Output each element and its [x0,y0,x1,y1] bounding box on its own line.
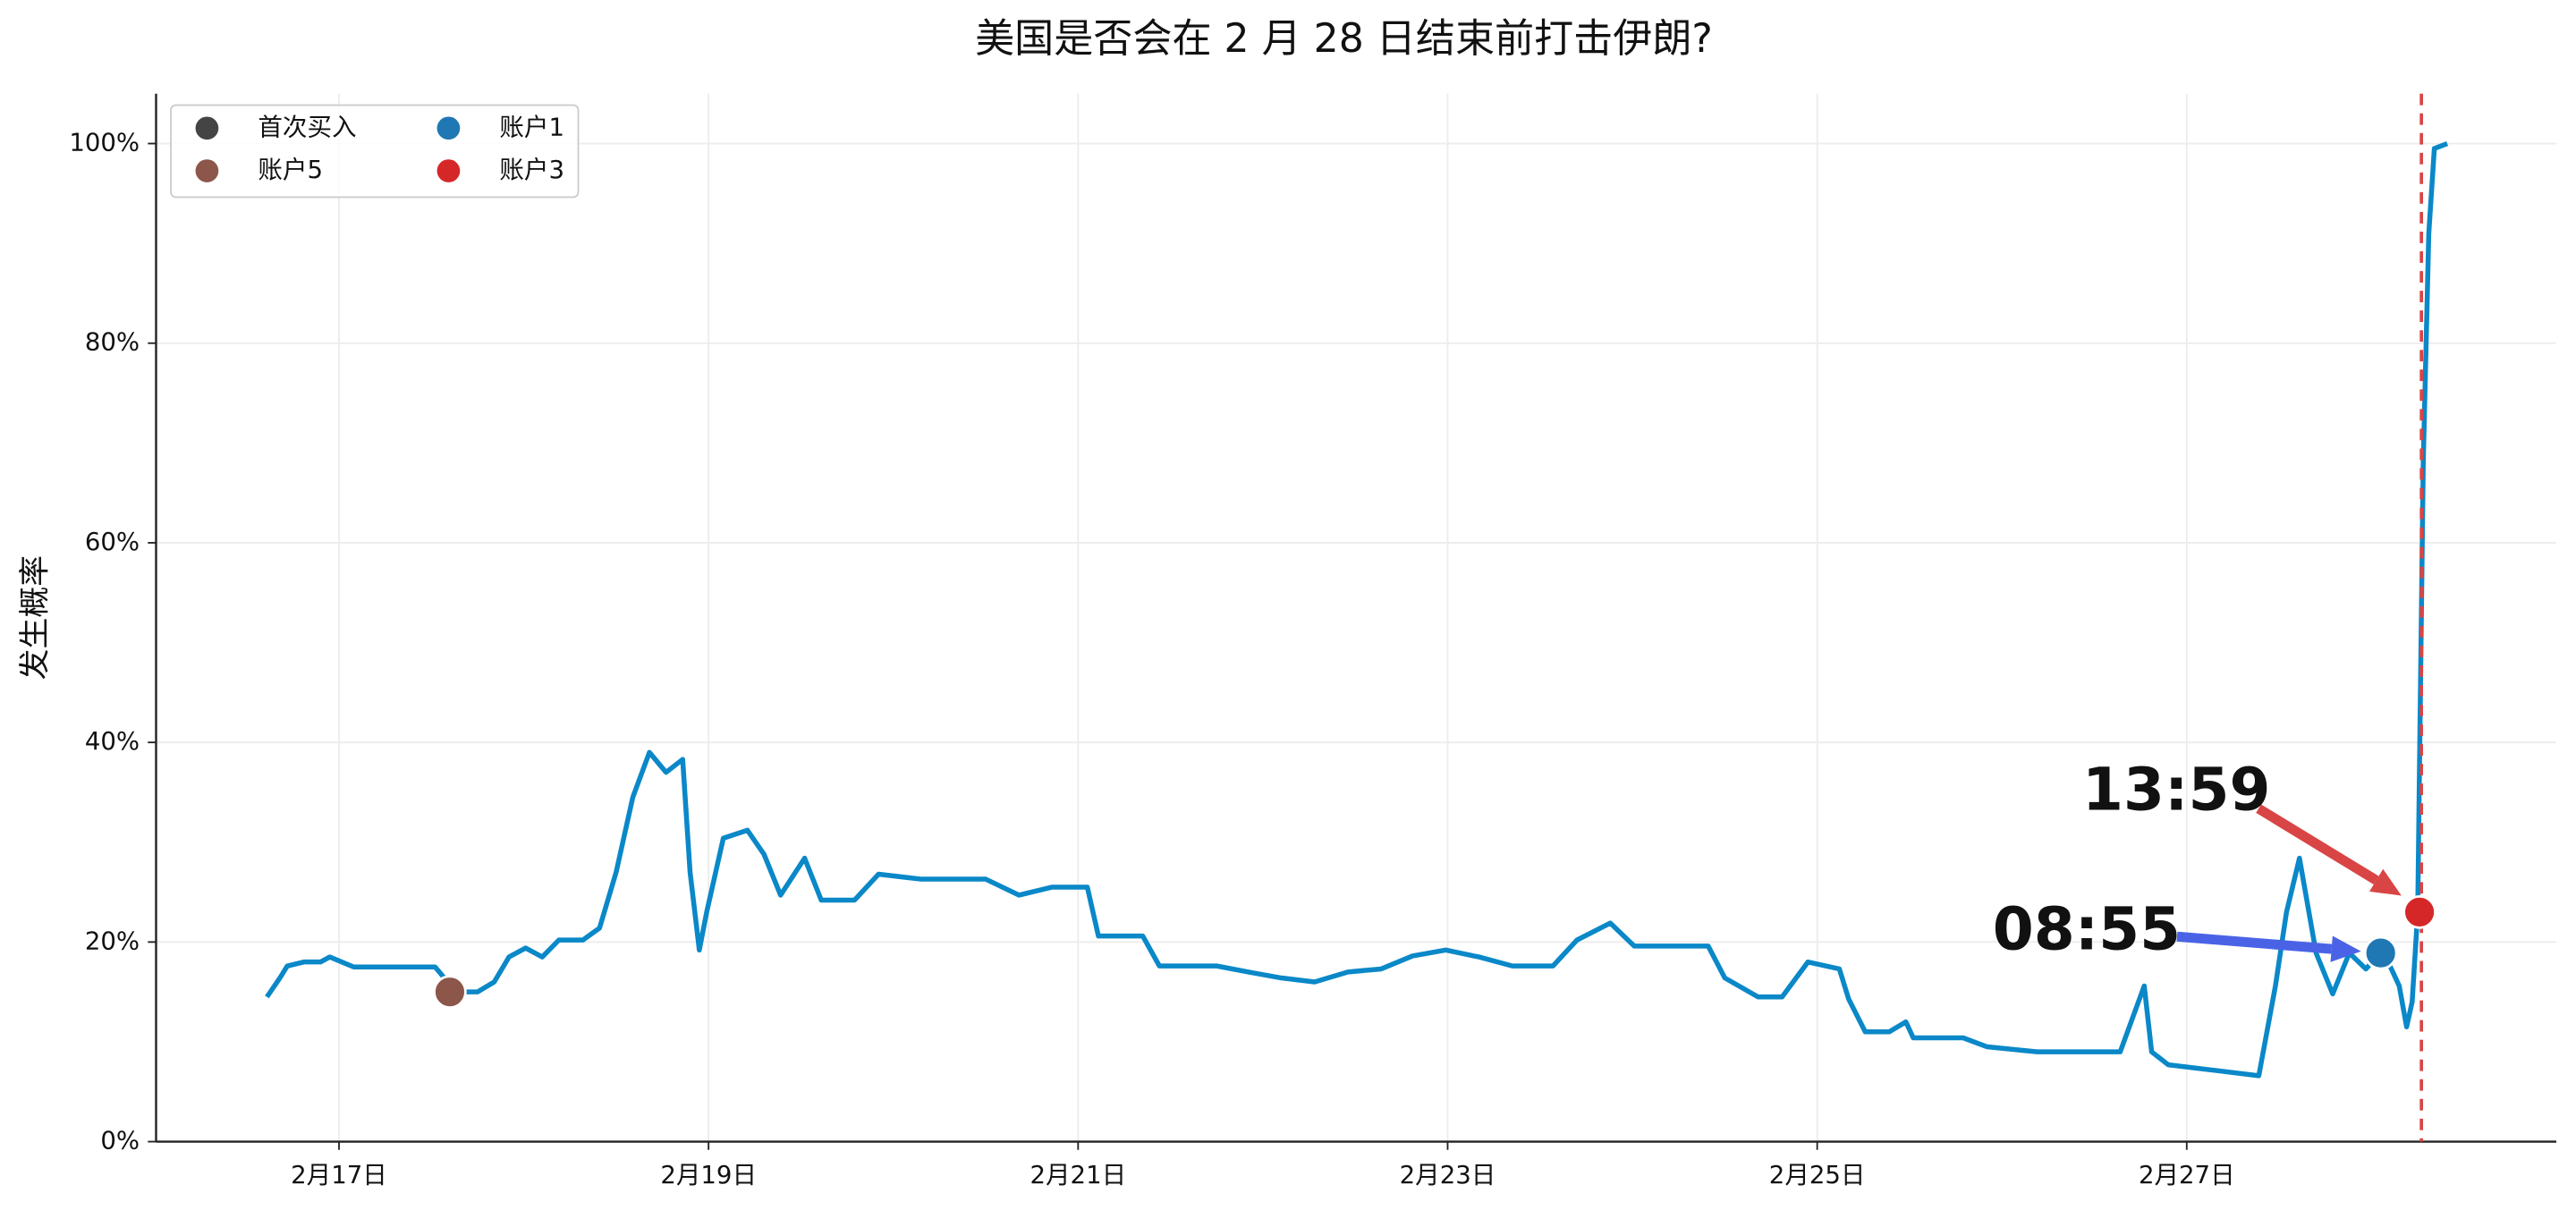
annotation-arrow [2176,931,2333,954]
line [265,140,2449,1079]
legend-label: 账户5 [258,156,323,184]
legend-marker [195,116,219,140]
marker [2363,935,2398,970]
legend-label: 账户3 [499,156,564,184]
annotation-arrowhead [2369,868,2402,896]
legend-label: 账户1 [499,113,564,141]
y-tick-label: 20% [85,927,140,955]
y-tick-label: 80% [85,328,140,357]
x-tick-label: 2月25日 [1769,1161,1866,1189]
legend-box [170,104,580,199]
marker [433,975,467,1009]
legend-marker [436,116,461,140]
annotation-arrow [2256,804,2379,885]
x-tick-label: 2月19日 [660,1161,757,1189]
y-tick-label: 0% [100,1127,140,1155]
chart-title: 美国是否会在 2 月 28 日结束前打击伊朗? [975,16,1713,62]
y-axis-label: 发生概率 [17,555,53,681]
annotation: 13:59 [2082,756,2270,825]
y-tick-label: 100% [69,129,140,157]
annotation: 08:55 [1993,895,2181,964]
annotation-arrowhead [2330,935,2361,962]
x-tick-label: 2月21日 [1030,1161,1126,1189]
y-tick-label: 40% [85,727,140,756]
x-tick-label: 2月23日 [1400,1161,1496,1189]
x-tick-label: 2月17日 [291,1161,387,1189]
legend-marker [436,159,461,182]
y-tick-label: 60% [85,528,140,556]
legend-marker [195,159,219,182]
legend-label: 首次买入 [258,113,356,141]
x-tick-label: 2月27日 [2139,1161,2235,1189]
marker [2402,895,2436,929]
